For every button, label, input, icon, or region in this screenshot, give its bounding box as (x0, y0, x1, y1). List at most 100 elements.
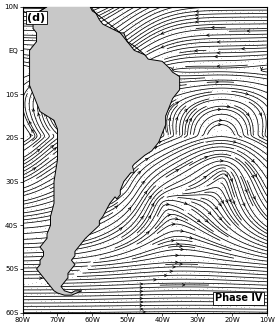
FancyArrowPatch shape (72, 114, 74, 117)
FancyArrowPatch shape (53, 148, 56, 150)
FancyArrowPatch shape (29, 121, 32, 124)
FancyArrowPatch shape (186, 119, 188, 122)
FancyArrowPatch shape (140, 290, 143, 293)
FancyArrowPatch shape (33, 168, 35, 170)
FancyArrowPatch shape (229, 199, 231, 202)
FancyArrowPatch shape (53, 263, 56, 265)
FancyArrowPatch shape (51, 146, 54, 148)
FancyArrowPatch shape (104, 106, 107, 108)
FancyArrowPatch shape (153, 137, 156, 140)
Polygon shape (30, 0, 180, 295)
FancyArrowPatch shape (170, 270, 172, 272)
FancyArrowPatch shape (54, 64, 57, 66)
FancyArrowPatch shape (30, 134, 32, 137)
FancyArrowPatch shape (217, 65, 220, 67)
FancyArrowPatch shape (176, 254, 178, 257)
FancyArrowPatch shape (53, 10, 56, 13)
FancyArrowPatch shape (180, 263, 182, 265)
FancyArrowPatch shape (146, 115, 149, 117)
FancyArrowPatch shape (173, 266, 175, 268)
FancyArrowPatch shape (165, 274, 167, 277)
FancyArrowPatch shape (219, 119, 222, 121)
FancyArrowPatch shape (177, 243, 179, 245)
FancyArrowPatch shape (140, 294, 143, 296)
FancyArrowPatch shape (75, 185, 78, 187)
FancyArrowPatch shape (140, 297, 143, 300)
FancyArrowPatch shape (140, 301, 143, 303)
FancyArrowPatch shape (115, 206, 117, 209)
FancyArrowPatch shape (181, 248, 183, 250)
FancyArrowPatch shape (40, 109, 42, 111)
FancyArrowPatch shape (138, 171, 141, 174)
FancyArrowPatch shape (140, 283, 143, 285)
FancyArrowPatch shape (95, 95, 97, 98)
FancyArrowPatch shape (168, 214, 170, 216)
FancyArrowPatch shape (64, 71, 67, 74)
FancyArrowPatch shape (123, 64, 126, 66)
FancyArrowPatch shape (166, 203, 169, 205)
FancyArrowPatch shape (128, 125, 131, 128)
FancyArrowPatch shape (172, 239, 174, 242)
FancyArrowPatch shape (215, 207, 218, 209)
FancyArrowPatch shape (102, 146, 104, 148)
FancyArrowPatch shape (175, 261, 178, 264)
FancyArrowPatch shape (61, 115, 63, 118)
FancyArrowPatch shape (180, 245, 182, 248)
FancyArrowPatch shape (184, 110, 187, 112)
FancyArrowPatch shape (156, 118, 158, 121)
FancyArrowPatch shape (211, 26, 214, 29)
FancyArrowPatch shape (245, 189, 247, 192)
FancyArrowPatch shape (128, 103, 130, 106)
FancyArrowPatch shape (107, 64, 110, 66)
FancyArrowPatch shape (197, 219, 200, 222)
FancyArrowPatch shape (32, 130, 34, 132)
FancyArrowPatch shape (218, 123, 221, 126)
FancyArrowPatch shape (189, 236, 192, 239)
FancyArrowPatch shape (196, 21, 198, 23)
FancyArrowPatch shape (182, 284, 185, 286)
FancyArrowPatch shape (85, 42, 88, 44)
FancyArrowPatch shape (85, 225, 88, 227)
FancyArrowPatch shape (163, 118, 166, 121)
FancyArrowPatch shape (62, 74, 64, 76)
FancyArrowPatch shape (130, 91, 133, 93)
FancyArrowPatch shape (205, 156, 208, 159)
FancyArrowPatch shape (64, 177, 67, 179)
FancyArrowPatch shape (242, 47, 244, 50)
FancyArrowPatch shape (36, 23, 38, 25)
FancyArrowPatch shape (154, 279, 156, 281)
FancyArrowPatch shape (38, 113, 40, 116)
FancyArrowPatch shape (81, 37, 83, 39)
FancyArrowPatch shape (225, 174, 227, 177)
FancyArrowPatch shape (76, 197, 79, 199)
FancyArrowPatch shape (161, 32, 164, 34)
FancyArrowPatch shape (67, 82, 70, 84)
FancyArrowPatch shape (230, 179, 232, 181)
FancyArrowPatch shape (141, 122, 143, 125)
FancyArrowPatch shape (44, 7, 47, 9)
FancyArrowPatch shape (45, 113, 47, 116)
FancyArrowPatch shape (247, 30, 250, 32)
FancyArrowPatch shape (32, 109, 35, 112)
FancyArrowPatch shape (141, 216, 143, 219)
FancyArrowPatch shape (225, 200, 228, 202)
FancyArrowPatch shape (37, 149, 40, 152)
FancyArrowPatch shape (181, 230, 183, 232)
FancyArrowPatch shape (73, 203, 76, 205)
FancyArrowPatch shape (246, 113, 249, 116)
FancyArrowPatch shape (195, 49, 198, 52)
FancyArrowPatch shape (40, 277, 42, 279)
FancyArrowPatch shape (119, 228, 122, 231)
FancyArrowPatch shape (92, 126, 95, 129)
FancyArrowPatch shape (151, 67, 154, 70)
FancyArrowPatch shape (148, 216, 151, 218)
FancyArrowPatch shape (160, 120, 163, 123)
Text: (d): (d) (27, 13, 45, 23)
FancyArrowPatch shape (207, 34, 209, 36)
FancyArrowPatch shape (76, 27, 78, 30)
FancyArrowPatch shape (45, 273, 47, 276)
FancyArrowPatch shape (149, 196, 151, 199)
FancyArrowPatch shape (175, 117, 178, 120)
FancyArrowPatch shape (76, 175, 78, 177)
FancyArrowPatch shape (151, 203, 154, 206)
